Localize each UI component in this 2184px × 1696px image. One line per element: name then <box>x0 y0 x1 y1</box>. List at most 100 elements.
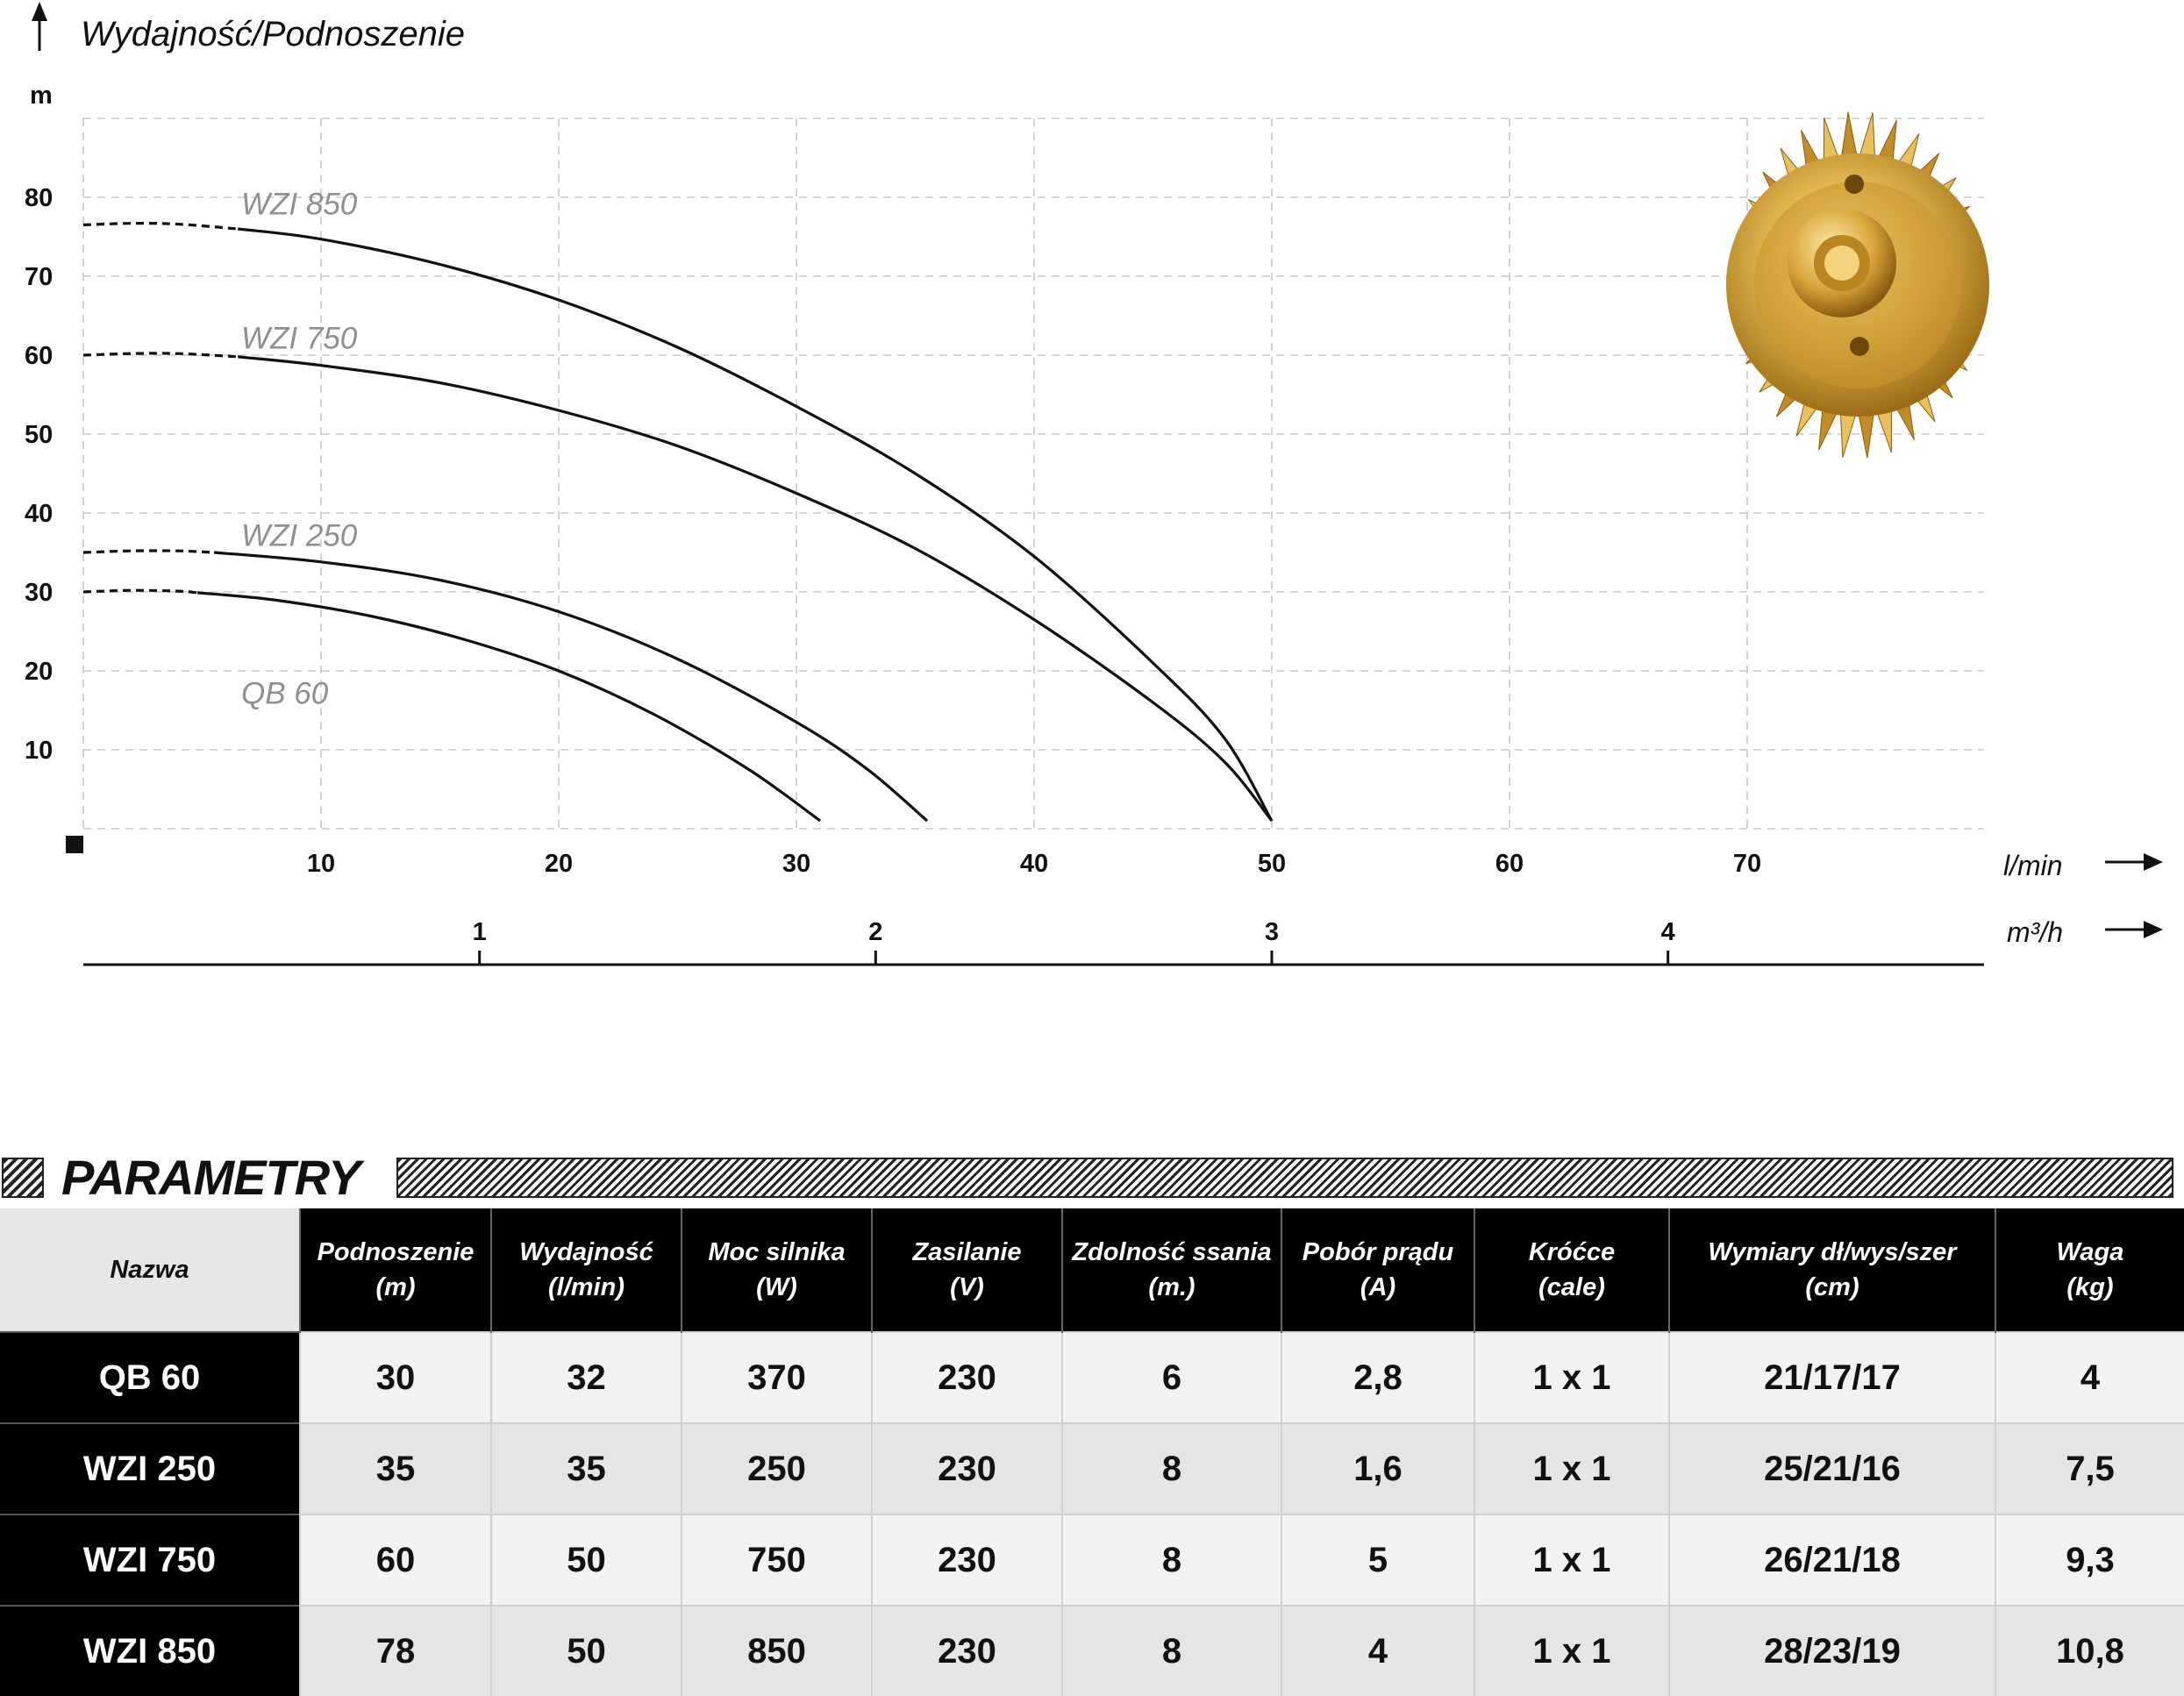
y-tick-label: 60 <box>25 342 53 370</box>
curve-wzi-750 <box>237 355 1274 823</box>
table-row: WZI 250 35 35 250 230 8 1,6 1 x 1 25/21/16 7,5 <box>0 1422 2184 1514</box>
curve-qb-60-dashed <box>82 588 198 595</box>
y-tick-label: 40 <box>25 500 53 528</box>
arrow-icon <box>2105 921 2163 938</box>
table-cell: 10,8 <box>1995 1605 2184 1696</box>
table-cell: 1 x 1 <box>1474 1514 1669 1606</box>
table-cell: 25/21/16 <box>1668 1422 1995 1514</box>
column-header-unit: (m) <box>375 1273 416 1301</box>
table-cell: 1 x 1 <box>1474 1331 1669 1423</box>
column-header-unit: (V) <box>950 1273 984 1301</box>
curve-wzi-250 <box>213 551 929 823</box>
x-tick-label: 20 <box>545 850 573 878</box>
table-header-row: Nazwa Podnoszenie (m) Wydajność (l/min) Moc s… <box>0 1208 2184 1332</box>
x-tick-label: 30 <box>782 850 810 878</box>
parameters-table: Nazwa Podnoszenie (m) Wydajność (l/min) Moc s… <box>0 1208 2184 1696</box>
table-cell: 230 <box>871 1331 1062 1423</box>
curve-wzi-850 <box>237 227 1274 822</box>
row-name-cell: WZI 850 <box>0 1605 300 1696</box>
table-cell: 28/23/19 <box>1668 1605 1995 1696</box>
secondary-x-tick-label: 2 <box>868 918 882 946</box>
column-header-unit: (A) <box>1360 1273 1396 1301</box>
series-labels: WZI 850 WZI 750 WZI 250 QB 60 <box>241 188 358 711</box>
series-label: WZI 750 <box>241 322 358 356</box>
column-header-title: Nazwa <box>110 1256 189 1284</box>
series-label: WZI 850 <box>241 188 358 222</box>
table-cell: 26/21/18 <box>1668 1514 1995 1606</box>
table-cell: 230 <box>871 1605 1062 1696</box>
parameters-title: PARAMETRY <box>61 1150 361 1205</box>
table-cell: 35 <box>299 1422 491 1514</box>
table-cell: 1 x 1 <box>1474 1422 1669 1514</box>
column-header-name: Nazwa <box>0 1208 300 1332</box>
column-header: Wymiary dł/wys/szer (cm) <box>1668 1208 1995 1332</box>
table-row: WZI 750 60 50 750 230 8 5 1 x 1 26/21/18 9,3 <box>0 1514 2184 1606</box>
table-cell: 8 <box>1061 1422 1281 1514</box>
x-tick-label: 10 <box>307 850 335 878</box>
row-name-cell: QB 60 <box>0 1331 300 1423</box>
table-cell: 30 <box>299 1331 491 1423</box>
table-cell: 21/17/17 <box>1668 1331 1995 1423</box>
column-header-title: Podnoszenie <box>317 1238 475 1266</box>
column-header-unit: (kg) <box>2066 1273 2114 1301</box>
table-cell: 850 <box>681 1605 872 1696</box>
table-cell: 8 <box>1061 1514 1281 1606</box>
secondary-x-tick-label: 3 <box>1265 918 1279 946</box>
curve-qb-60 <box>196 591 822 823</box>
column-header-unit: (l/min) <box>548 1273 625 1301</box>
table-cell: 370 <box>681 1331 872 1423</box>
x-axis-ticks: 10 20 30 40 50 60 70 <box>307 850 1761 878</box>
x-tick-label: 70 <box>1733 850 1761 878</box>
hatch-bar-decoration <box>396 1158 2173 1198</box>
series-label: QB 60 <box>241 677 329 711</box>
table-cell: 2,8 <box>1281 1331 1474 1423</box>
brass-impeller-icon <box>1726 111 1989 459</box>
y-tick-label: 80 <box>25 184 53 212</box>
table-cell: 230 <box>871 1422 1062 1514</box>
table-cell: 1,6 <box>1281 1422 1474 1514</box>
chart-title: Wydajność/Podnoszenie <box>81 15 465 53</box>
secondary-x-axis-ticks: 1 2 3 4 <box>473 918 1675 965</box>
pump-performance-chart: Wydajność/Podnoszenie m 10 20 30 40 50 60 70 80… <box>25 2 2163 966</box>
table-cell: 60 <box>299 1514 491 1606</box>
column-header-title: Moc silnika <box>708 1238 846 1266</box>
table-cell: 5 <box>1281 1514 1474 1606</box>
column-header-title: Waga <box>2056 1238 2124 1266</box>
y-tick-label: 50 <box>25 421 53 449</box>
grid-lines <box>82 118 1984 830</box>
column-header-title: Wydajność <box>519 1238 653 1266</box>
series-curves <box>82 222 1274 823</box>
square-marker-icon <box>66 836 83 853</box>
table-cell: 35 <box>490 1422 682 1514</box>
row-name-cell: WZI 750 <box>0 1514 300 1606</box>
table-cell: 4 <box>1281 1605 1474 1696</box>
x-tick-label: 50 <box>1258 850 1286 878</box>
table-cell: 6 <box>1061 1331 1281 1423</box>
column-header-title: Zasilanie <box>912 1238 1022 1266</box>
table-cell: 32 <box>490 1331 682 1423</box>
hatch-square-icon <box>2 1158 44 1198</box>
column-header: Króćce (cale) <box>1474 1208 1669 1332</box>
table-cell: 50 <box>490 1605 682 1696</box>
y-tick-label: 20 <box>25 658 53 686</box>
y-axis-unit: m <box>30 82 53 110</box>
column-header: Zasilanie (V) <box>871 1208 1062 1332</box>
table-row: QB 60 30 32 370 230 6 2,8 1 x 1 21/17/17 4 <box>0 1331 2184 1423</box>
x-axis-unit-m3h: m³/h <box>2007 916 2063 948</box>
column-header: Wydajność (l/min) <box>490 1208 682 1332</box>
row-name-cell: WZI 250 <box>0 1422 300 1514</box>
column-header: Podnoszenie (m) <box>299 1208 491 1332</box>
series-label: WZI 250 <box>241 519 358 553</box>
table-cell: 750 <box>681 1514 872 1606</box>
column-header-title: Pobór prądu <box>1302 1238 1454 1266</box>
table-cell: 4 <box>1995 1331 2184 1423</box>
arrow-icon <box>2105 853 2163 871</box>
column-header-title: Zdolność ssania <box>1072 1238 1272 1266</box>
chart-canvas: Wydajność/Podnoszenie m 10 20 30 40 50 60 70 80… <box>25 2 2163 966</box>
column-header-unit: (cale) <box>1538 1273 1605 1301</box>
curve-wzi-250-dashed <box>82 549 215 554</box>
column-header-unit: (W) <box>756 1273 797 1301</box>
table-cell: 9,3 <box>1995 1514 2184 1606</box>
column-header: Waga (kg) <box>1995 1208 2184 1332</box>
curve-wzi-750-dashed <box>82 352 239 359</box>
